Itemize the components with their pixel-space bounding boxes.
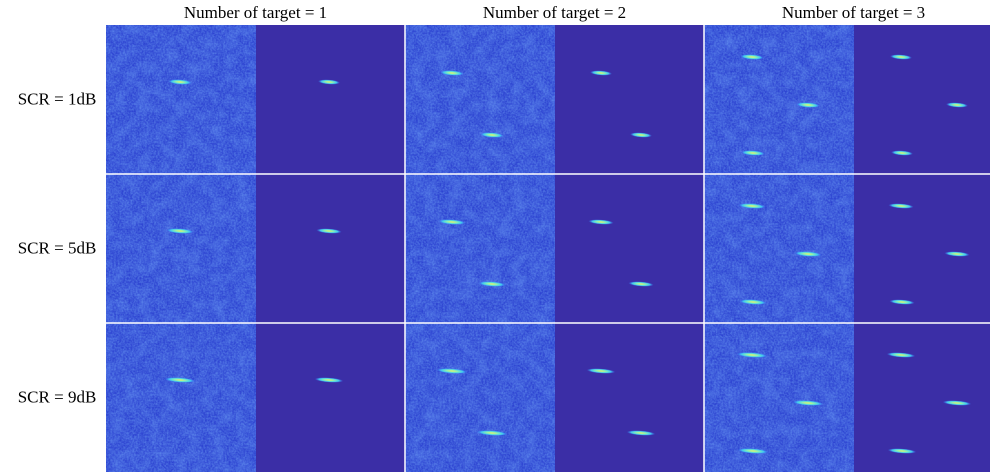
- clutter-noise-coarse: [405, 25, 555, 174]
- target: [944, 251, 970, 257]
- clutter-noise-coarse: [704, 174, 854, 323]
- suppressed-image: [854, 25, 990, 174]
- suppressed-image: [256, 323, 405, 472]
- target: [476, 430, 508, 436]
- row-label: SCR = 5dB: [18, 238, 97, 257]
- target: [166, 228, 194, 234]
- target: [946, 102, 968, 108]
- target: [628, 281, 654, 287]
- clutter-noise-coarse: [405, 323, 555, 472]
- target: [886, 352, 916, 358]
- target: [626, 430, 656, 436]
- target: [737, 448, 769, 454]
- target: [741, 150, 765, 156]
- target: [796, 102, 820, 108]
- clutter-noise-coarse: [106, 25, 256, 174]
- target: [588, 219, 614, 225]
- suppressed-image: [256, 25, 405, 174]
- suppressed-image: [854, 323, 990, 472]
- target: [887, 448, 917, 454]
- suppressed-image: [854, 174, 990, 323]
- clutter-noise-coarse: [704, 25, 854, 174]
- target: [794, 251, 822, 257]
- target: [942, 400, 972, 406]
- target: [168, 79, 192, 85]
- target: [438, 219, 466, 225]
- target: [889, 299, 915, 305]
- clutter-noise-coarse: [106, 174, 256, 323]
- target: [164, 377, 196, 383]
- row-label: SCR = 1dB: [18, 89, 97, 108]
- column-header: Number of target = 3: [782, 3, 925, 22]
- target: [740, 54, 764, 60]
- clutter-noise-coarse: [106, 323, 256, 472]
- target: [586, 368, 616, 374]
- target: [630, 132, 652, 138]
- column-header: Number of target = 1: [184, 3, 327, 22]
- target: [480, 132, 504, 138]
- suppressed-image: [555, 174, 704, 323]
- labels: Number of target = 1 Number of target = 2…: [18, 3, 925, 407]
- target: [590, 70, 612, 76]
- target: [888, 203, 914, 209]
- column-header: Number of target = 2: [483, 3, 626, 22]
- target: [436, 368, 468, 374]
- clutter-noise-coarse: [704, 323, 854, 472]
- target: [478, 281, 506, 287]
- target: [738, 203, 766, 209]
- target: [739, 299, 767, 305]
- suppressed-image: [555, 323, 704, 472]
- target: [316, 228, 342, 234]
- target: [318, 79, 340, 85]
- suppressed-image: [555, 25, 704, 174]
- row-label: SCR = 9dB: [18, 387, 97, 406]
- suppressed-image: [256, 174, 405, 323]
- target: [314, 377, 344, 383]
- target: [736, 352, 768, 358]
- target: [792, 400, 824, 406]
- clutter-noise-coarse: [405, 174, 555, 323]
- target: [890, 54, 912, 60]
- target: [440, 70, 464, 76]
- panels: [106, 25, 990, 472]
- target: [891, 150, 913, 156]
